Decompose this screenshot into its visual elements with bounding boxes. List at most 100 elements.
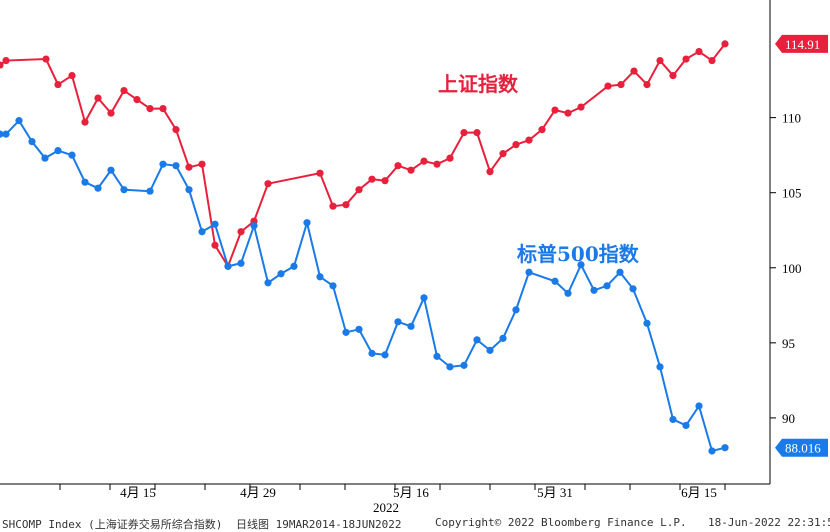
last-value-tag: [775, 438, 828, 457]
data-point: [211, 220, 219, 228]
data-point: [630, 67, 638, 75]
data-point: [669, 71, 677, 80]
data-point: [316, 169, 324, 177]
data-point: [499, 150, 507, 158]
data-point: [433, 160, 441, 168]
data-point: [629, 285, 637, 293]
data-point: [525, 268, 533, 276]
data-point: [15, 117, 23, 125]
x-year-label: 2022: [373, 500, 399, 514]
data-point: [41, 154, 49, 162]
footer-index-name: SHCOMP Index (上海证券交易所综合指数): [2, 518, 223, 531]
data-point: [54, 80, 62, 89]
footer-timestamp: 18-Jun-2022 22:31:58: [708, 516, 830, 529]
data-point: [473, 129, 481, 137]
data-point: [68, 71, 76, 80]
data-point: [643, 319, 651, 327]
data-point: [551, 106, 559, 114]
chart-footer: SHCOMP Index (上海证券交易所综合指数) 日线图 19MAR2014…: [0, 514, 830, 532]
data-point: [146, 187, 154, 195]
data-point: [682, 421, 690, 430]
data-point: [198, 228, 206, 236]
data-point: [499, 334, 507, 342]
data-point: [643, 80, 651, 89]
data-point: [525, 136, 533, 144]
data-point: [329, 202, 337, 210]
data-point: [146, 105, 154, 113]
data-point: [211, 241, 219, 249]
y-tick-label: 90: [782, 411, 795, 426]
data-point: [0, 130, 4, 138]
data-point: [577, 103, 585, 111]
data-point: [54, 147, 62, 155]
data-point: [603, 282, 611, 290]
data-point: [316, 273, 324, 281]
data-point: [695, 47, 703, 56]
data-point: [342, 201, 350, 209]
data-point: [616, 268, 624, 276]
data-point: [368, 349, 376, 357]
data-point: [669, 415, 677, 424]
x-tick-label: 5月 16: [393, 485, 429, 500]
data-point: [159, 105, 167, 113]
data-point: [721, 40, 729, 48]
data-point: [120, 86, 128, 95]
data-point: [381, 351, 389, 359]
last-value-label: 114.91: [785, 37, 820, 52]
y-tick-label: 110: [782, 111, 801, 126]
x-tick-label: 4月 15: [120, 485, 156, 500]
y-tick-label: 105: [782, 186, 802, 201]
data-point: [708, 56, 716, 65]
series-line: [0, 43, 726, 269]
data-point: [185, 163, 193, 171]
data-point: [94, 184, 102, 192]
data-point: [0, 61, 4, 69]
series-name-label: 上证指数: [438, 72, 519, 96]
data-point: [446, 154, 454, 162]
data-point: [695, 402, 703, 410]
data-point: [682, 55, 690, 63]
data-point: [342, 328, 350, 336]
data-point: [159, 160, 167, 168]
data-point: [577, 261, 585, 269]
data-point: [407, 166, 415, 174]
data-point: [277, 270, 285, 278]
data-point: [81, 118, 89, 126]
data-point: [368, 175, 376, 183]
data-point: [708, 447, 716, 455]
data-point: [94, 94, 102, 102]
data-point: [329, 282, 337, 290]
data-point: [107, 109, 115, 117]
data-point: [394, 318, 402, 326]
data-point: [120, 186, 128, 194]
data-point: [172, 162, 180, 170]
series-name-label: 标普500指数: [517, 242, 640, 266]
y-tick-label: 100: [782, 261, 802, 276]
data-point: [250, 222, 258, 230]
data-point: [28, 138, 36, 146]
footer-date-range: 日线图 19MAR2014-18JUN2022: [236, 518, 402, 531]
x-tick-label: 5月 31: [537, 485, 573, 500]
data-point: [512, 141, 520, 149]
data-point: [237, 228, 245, 236]
data-point: [394, 162, 402, 170]
data-point: [564, 109, 572, 117]
x-tick-label: 4月 29: [240, 485, 276, 500]
data-point: [68, 151, 76, 159]
y-tick-label: 95: [782, 336, 795, 351]
data-point: [656, 363, 664, 371]
data-point: [486, 168, 494, 176]
data-point: [538, 126, 546, 134]
data-point: [355, 186, 363, 194]
data-point: [407, 322, 415, 330]
data-point: [303, 219, 311, 227]
data-point: [264, 180, 272, 188]
last-value-label: 88.016: [785, 441, 821, 456]
data-point: [381, 177, 389, 185]
data-point: [420, 157, 428, 165]
data-point: [604, 82, 612, 90]
data-point: [656, 56, 664, 65]
data-point: [460, 361, 468, 369]
data-point: [721, 444, 729, 452]
data-point: [355, 325, 363, 333]
